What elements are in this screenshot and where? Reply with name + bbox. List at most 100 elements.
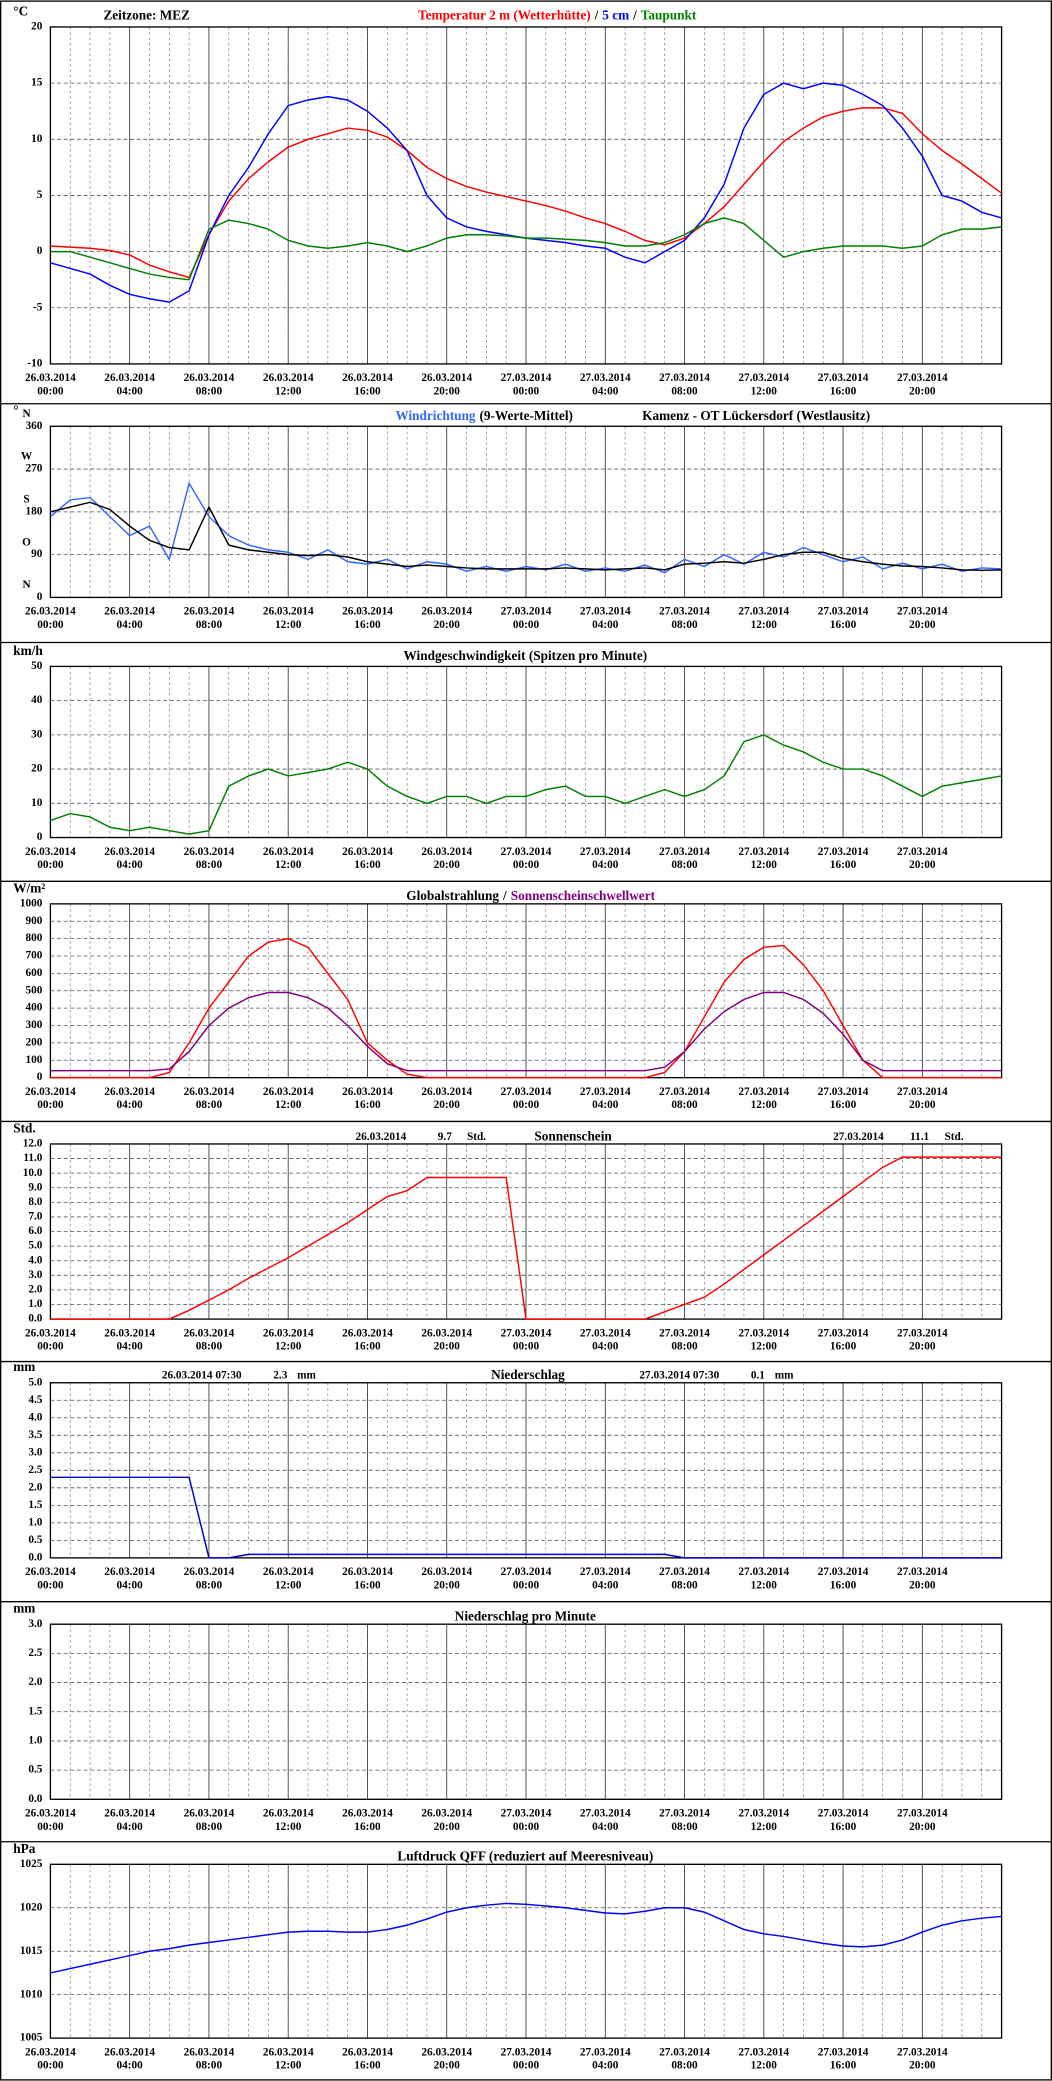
x-tick-label: 27.03.2014 12:00: [738, 1805, 790, 1833]
x-tick-label: 27.03.2014 16:00: [817, 844, 869, 871]
x-tick-label: 26.03.2014 08:00: [183, 1325, 235, 1353]
total-date: 27.03.2014: [833, 1131, 884, 1143]
x-tick-label-box: 26.03.2014 16:00: [342, 1564, 393, 1592]
x-tick-label: 27.03.2014 20:00: [896, 1325, 948, 1353]
y-axis-unit: W/m²: [13, 880, 45, 895]
x-tick-label: 27.03.2014 08:00: [659, 1805, 710, 1833]
x-tick-label-box: 26.03.2014 08:00: [184, 844, 235, 871]
y-tick-label: 3.0: [28, 1269, 42, 1281]
data-line: [50, 937, 1002, 1079]
x-tick-label: 26.03.2014 12:00: [262, 844, 314, 871]
chart-title: Windgeschwindigkeit (Spitzen pro Minute): [404, 648, 648, 663]
y-tick-label: 90: [31, 548, 43, 560]
x-tick-label: 27.03.2014 12:00: [738, 2044, 790, 2072]
x-tick-label: 26.03.2014 12:00: [262, 370, 314, 398]
data-line: [50, 1156, 1002, 1320]
x-tick-label: 26.03.2014 00:00: [25, 1564, 76, 1592]
x-tick-label-box: 26.03.2014 16:00: [342, 844, 393, 871]
x-tick-label: 26.03.2014 00:00: [25, 370, 76, 398]
y-tick-label: 1.0: [28, 1516, 42, 1528]
x-tick-label: 26.03.2014 00:00: [25, 844, 76, 871]
x-tick-label-box: 26.03.2014 20:00: [421, 371, 472, 398]
x-tick-label: 26.03.2014 12:00: [262, 1805, 314, 1833]
x-tick-label-box: 26.03.2014 12:00: [263, 604, 314, 631]
x-tick-label: 26.03.2014 04:00: [104, 1564, 156, 1592]
x-tick-label: 26.03.2014 00:00: [25, 1805, 76, 1833]
y-tick-label: 800: [26, 932, 43, 944]
x-tick-label: 26.03.2014 08:00: [183, 370, 235, 398]
y-tick-label: 4.5: [28, 1394, 42, 1406]
x-tick-label: 27.03.2014 08:00: [659, 1325, 710, 1353]
x-tick-label-box: 27.03.2014 16:00: [818, 604, 869, 631]
y-tick-label: 100: [26, 1054, 43, 1066]
y-tick-label: 2.5: [28, 1647, 42, 1659]
data-line: [50, 217, 1002, 281]
x-tick-label-box: 26.03.2014 12:00: [263, 1565, 314, 1592]
y-tick-label: 0: [37, 591, 43, 603]
compass-label: O: [22, 536, 31, 548]
x-tick-label-box: 26.03.2014 00:00: [25, 1326, 76, 1353]
annotation: Kamenz - OT Lückersdorf (Westlausitz): [642, 408, 870, 423]
x-tick-label-box: 27.03.2014 00:00: [501, 604, 552, 631]
y-tick-label: 15: [31, 77, 43, 89]
x-tick-label-box: 27.03.2014 12:00: [738, 2044, 790, 2072]
y-tick-label: 200: [26, 1036, 43, 1048]
y-axis-unit: mm: [13, 1359, 35, 1374]
x-tick-label: 26.03.2014 00:00: [25, 604, 76, 631]
compass-label: N: [22, 408, 30, 420]
x-tick-label-box: 27.03.2014 20:00: [897, 371, 948, 398]
y-tick-label: 500: [26, 984, 43, 996]
x-tick-label: 26.03.2014 08:00: [183, 604, 235, 631]
x-tick-label: 26.03.2014 00:00: [25, 2044, 76, 2072]
x-tick-label-box: 27.03.2014 20:00: [896, 1325, 948, 1353]
x-tick-label-box: 27.03.2014 04:00: [579, 844, 631, 871]
x-tick-label: 26.03.2014 08:00: [183, 1564, 235, 1592]
x-tick-label-box: 26.03.2014 16:00: [342, 1084, 393, 1111]
legend-entry: 5 cm: [602, 7, 629, 22]
x-tick-label-box: 26.03.2014 12:00: [262, 370, 314, 398]
legend-separator: /: [502, 888, 507, 903]
x-tick-label-box: 26.03.2014 04:00: [104, 2045, 155, 2072]
y-tick-label: 0.0: [28, 1551, 42, 1563]
x-tick-label: 27.03.2014 04:00: [579, 844, 631, 871]
y-tick-label: 0: [37, 245, 43, 257]
y-tick-label: 10: [31, 797, 43, 809]
x-tick-label: 26.03.2014 04:00: [104, 370, 156, 398]
x-tick-label-box: 27.03.2014 04:00: [580, 1084, 631, 1111]
legend-entry: Windrichtung: [395, 408, 475, 423]
x-tick-label-box: 27.03.2014 16:00: [818, 1806, 869, 1833]
y-tick-label: 360: [26, 420, 43, 432]
y-tick-label: 5: [37, 189, 43, 201]
total-unit: mm: [297, 1370, 316, 1382]
x-tick-label: 27.03.2014 04:00: [579, 1325, 631, 1353]
x-tick-label: 26.03.2014 20:00: [421, 604, 473, 631]
total-value: 2.3: [273, 1370, 287, 1382]
x-tick-label-box: 27.03.2014 12:00: [738, 604, 789, 631]
chart-title: Luftdruck QFF (reduziert auf Meeresnivea…: [397, 1849, 653, 1864]
x-tick-label: 26.03.2014 12:00: [262, 2044, 314, 2072]
x-tick-label: 27.03.2014 00:00: [500, 1564, 552, 1592]
y-tick-label: 3.5: [28, 1429, 42, 1441]
x-tick-label: 26.03.2014 16:00: [342, 370, 393, 398]
x-tick-label-box: 27.03.2014 00:00: [501, 1326, 552, 1353]
total-date: 27.03.2014 07:30: [639, 1370, 719, 1382]
x-tick-label-box: 26.03.2014 00:00: [25, 1805, 76, 1833]
x-tick-label-box: 26.03.2014 16:00: [342, 1806, 393, 1833]
x-tick-label-box: 27.03.2014 16:00: [818, 2045, 869, 2072]
y-tick-label: 2.0: [28, 1481, 42, 1493]
y-tick-label: 700: [26, 950, 43, 962]
y-tick-label: 2.5: [28, 1464, 42, 1476]
legend: Temperatur 2 m (Wetterhütte)/5 cm / Taupun…: [418, 7, 697, 22]
x-tick-label: 27.03.2014 16:00: [817, 1325, 869, 1353]
y-tick-label: 0.0: [28, 1793, 42, 1805]
x-tick-label: 27.03.2014 08:00: [659, 1564, 710, 1592]
x-tick-label: 27.03.2014 20:00: [896, 2044, 948, 2072]
x-tick-label: 27.03.2014 04:00: [579, 1805, 631, 1833]
x-tick-label: 27.03.2014 00:00: [500, 844, 552, 871]
y-tick-label: 30: [31, 728, 43, 740]
x-tick-label-box: 27.03.2014 08:00: [659, 1564, 710, 1592]
y-tick-label: 2.0: [28, 1283, 42, 1295]
x-tick-label: 26.03.2014 16:00: [342, 1564, 393, 1592]
y-tick-label: 0.0: [28, 1313, 42, 1325]
x-tick-label: 27.03.2014 20:00: [896, 844, 948, 871]
